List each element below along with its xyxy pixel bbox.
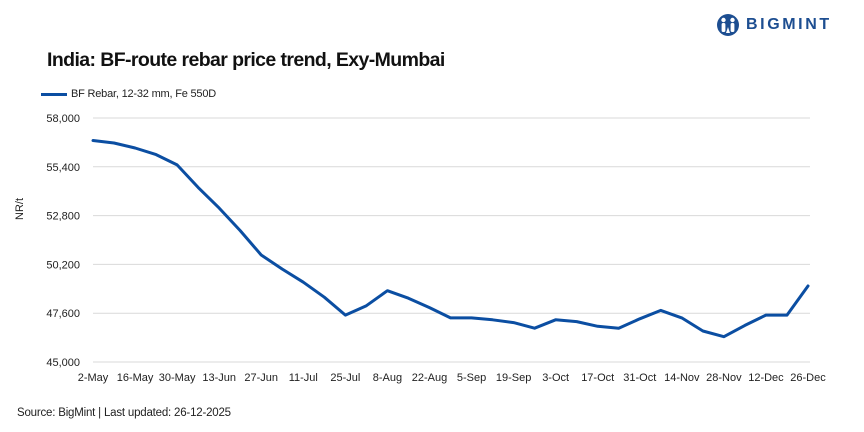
x-tick-label: 8-Aug [373,372,402,384]
x-tick-label: 22-Aug [412,372,447,384]
y-tick-label: 58,000 [46,113,80,125]
x-tick-label: 11-Jul [289,372,318,384]
brand-name: BIGMINT [746,16,832,33]
x-tick-label: 26-Dec [790,372,826,384]
x-tick-label: 16-May [117,372,154,384]
y-tick-label: 45,000 [46,357,80,369]
x-tick-label: 14-Nov [664,372,700,384]
x-tick-label: 19-Sep [496,372,531,384]
chart-legend: BF Rebar, 12-32 mm, Fe 550D [41,88,216,100]
x-axis-ticks: 2-May 16-May 30-May 13-Jun 27-Jun 11-Jul 25-Ju… [78,372,827,384]
y-tick-label: 50,200 [46,259,80,271]
x-tick-label: 28-Nov [706,372,742,384]
gridlines [93,117,810,363]
y-axis-ticks: 45,000 47,600 50,200 52,800 55,400 58,000 [46,113,80,369]
y-tick-label: 55,400 [46,162,80,174]
y-tick-label: 47,600 [46,308,80,320]
x-tick-label: 13-Jun [202,372,236,384]
x-tick-label: 17-Oct [581,372,614,384]
bigmint-logo-icon [717,14,739,36]
legend-line-swatch [41,92,67,96]
x-tick-label: 3-Oct [542,372,569,384]
y-tick-label: 52,800 [46,211,80,223]
source-note: Source: BigMint | Last updated: 26-12-20… [17,407,231,419]
x-tick-label: 25-Jul [330,372,360,384]
legend-label: BF Rebar, 12-32 mm, Fe 550D [71,88,216,100]
bigmint-logo: BIGMINT [716,13,832,37]
x-tick-label: 30-May [159,372,196,384]
x-tick-label: 12-Dec [748,372,784,384]
x-tick-label: 27-Jun [244,372,278,384]
x-tick-label: 5-Sep [457,372,486,384]
x-tick-label: 31-Oct [623,372,656,384]
chart-title: India: BF-route rebar price trend, Exy-M… [47,49,445,71]
x-tick-label: 2-May [78,372,109,384]
series-line-bf-rebar [91,139,810,339]
